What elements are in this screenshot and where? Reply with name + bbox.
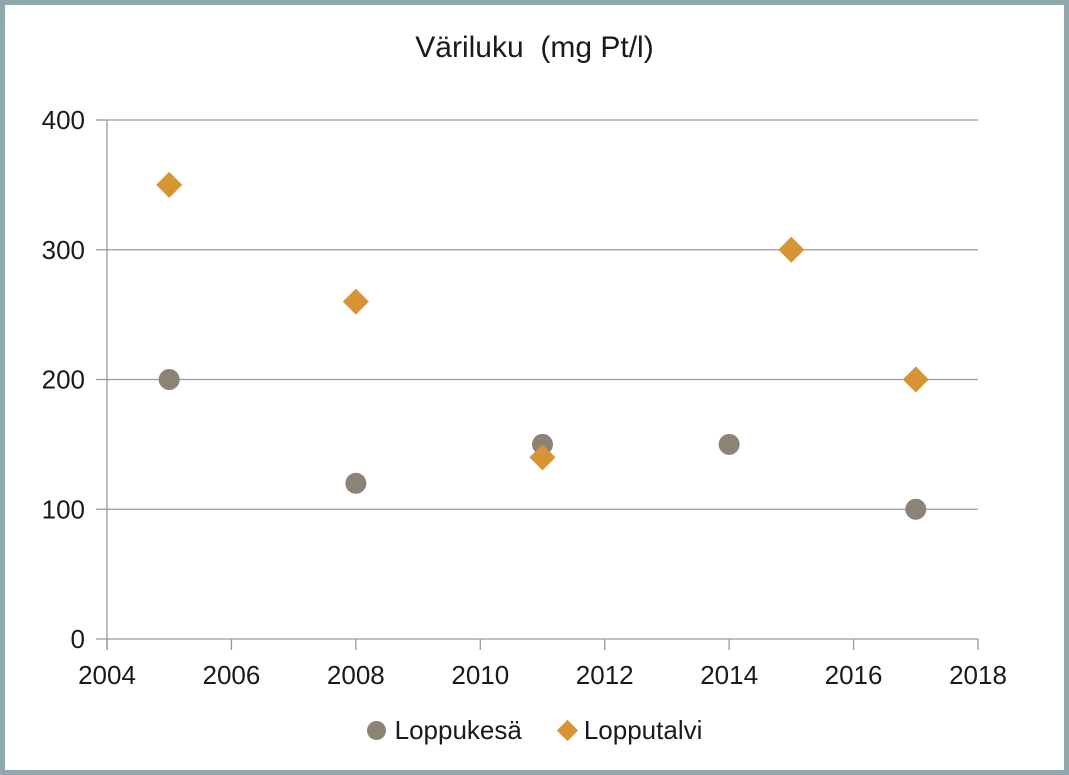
y-tick-label: 200 bbox=[42, 365, 85, 395]
x-tick-label: 2014 bbox=[700, 660, 758, 690]
y-tick-label: 0 bbox=[71, 624, 85, 654]
x-tick-label: 2010 bbox=[451, 660, 509, 690]
legend-label-loppukesa: Loppukesä bbox=[394, 715, 522, 745]
x-tick-label: 2018 bbox=[949, 660, 1007, 690]
data-point-loppukesä bbox=[345, 472, 367, 494]
data-point-lopputalvi bbox=[902, 366, 929, 393]
circle-marker-icon bbox=[366, 721, 386, 740]
legend: Loppukesä Lopputalvi bbox=[5, 715, 1064, 746]
data-point-loppukesä bbox=[718, 433, 740, 455]
legend-label-lopputalvi: Lopputalvi bbox=[583, 715, 703, 745]
data-point-lopputalvi bbox=[156, 171, 183, 198]
data-point-loppukesä bbox=[158, 369, 180, 390]
data-point-lopputalvi bbox=[529, 444, 556, 471]
legend-item-loppukesa: Loppukesä bbox=[366, 715, 522, 746]
x-tick-label: 2008 bbox=[327, 660, 385, 690]
data-point-lopputalvi bbox=[342, 288, 369, 315]
data-point-lopputalvi bbox=[778, 236, 805, 263]
legend-item-lopputalvi: Lopputalvi bbox=[556, 715, 703, 746]
y-tick-label: 400 bbox=[42, 105, 85, 135]
x-tick-label: 2006 bbox=[203, 660, 261, 690]
y-tick-label: 300 bbox=[42, 235, 85, 265]
x-tick-label: 2016 bbox=[825, 660, 883, 690]
plot-area: 0 100 200 300 400 2004 2006 2008 2010 2012 2014 201… bbox=[42, 105, 1007, 690]
chart-title: Väriluku (mg Pt/l) bbox=[415, 31, 654, 64]
diamond-marker-icon bbox=[556, 719, 578, 742]
x-tick-label: 2012 bbox=[576, 660, 634, 690]
data-point-loppukesä bbox=[905, 498, 927, 520]
x-tick-label: 2004 bbox=[78, 660, 136, 690]
y-tick-label: 100 bbox=[42, 494, 85, 524]
